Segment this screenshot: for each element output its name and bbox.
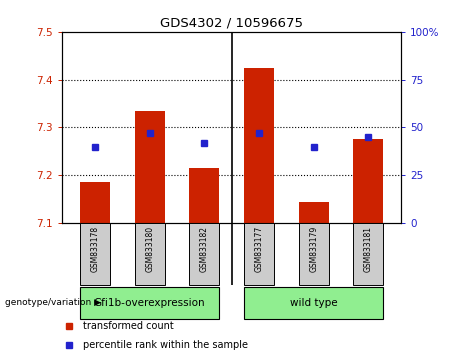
Text: wild type: wild type xyxy=(290,298,337,308)
Bar xyxy=(189,223,219,285)
Bar xyxy=(299,201,329,223)
Text: genotype/variation ▶: genotype/variation ▶ xyxy=(5,298,100,307)
Text: GSM833182: GSM833182 xyxy=(200,226,209,272)
Title: GDS4302 / 10596675: GDS4302 / 10596675 xyxy=(160,16,303,29)
Text: GSM833177: GSM833177 xyxy=(254,226,264,272)
Text: percentile rank within the sample: percentile rank within the sample xyxy=(83,340,248,350)
Text: GSM833180: GSM833180 xyxy=(145,226,154,272)
Bar xyxy=(353,139,383,223)
Bar xyxy=(80,223,110,285)
Text: GSM833179: GSM833179 xyxy=(309,226,318,272)
Text: GSM833178: GSM833178 xyxy=(90,226,100,272)
Text: transformed count: transformed count xyxy=(83,321,173,331)
Bar xyxy=(244,68,274,223)
Bar xyxy=(135,223,165,285)
Bar xyxy=(244,223,274,285)
Bar xyxy=(299,223,329,285)
Bar xyxy=(189,168,219,223)
Bar xyxy=(135,111,165,223)
Text: Gfi1b-overexpression: Gfi1b-overexpression xyxy=(94,298,206,308)
Bar xyxy=(80,287,219,319)
Bar xyxy=(80,182,110,223)
Text: GSM833181: GSM833181 xyxy=(364,226,373,272)
Bar xyxy=(353,223,383,285)
Bar xyxy=(244,287,383,319)
